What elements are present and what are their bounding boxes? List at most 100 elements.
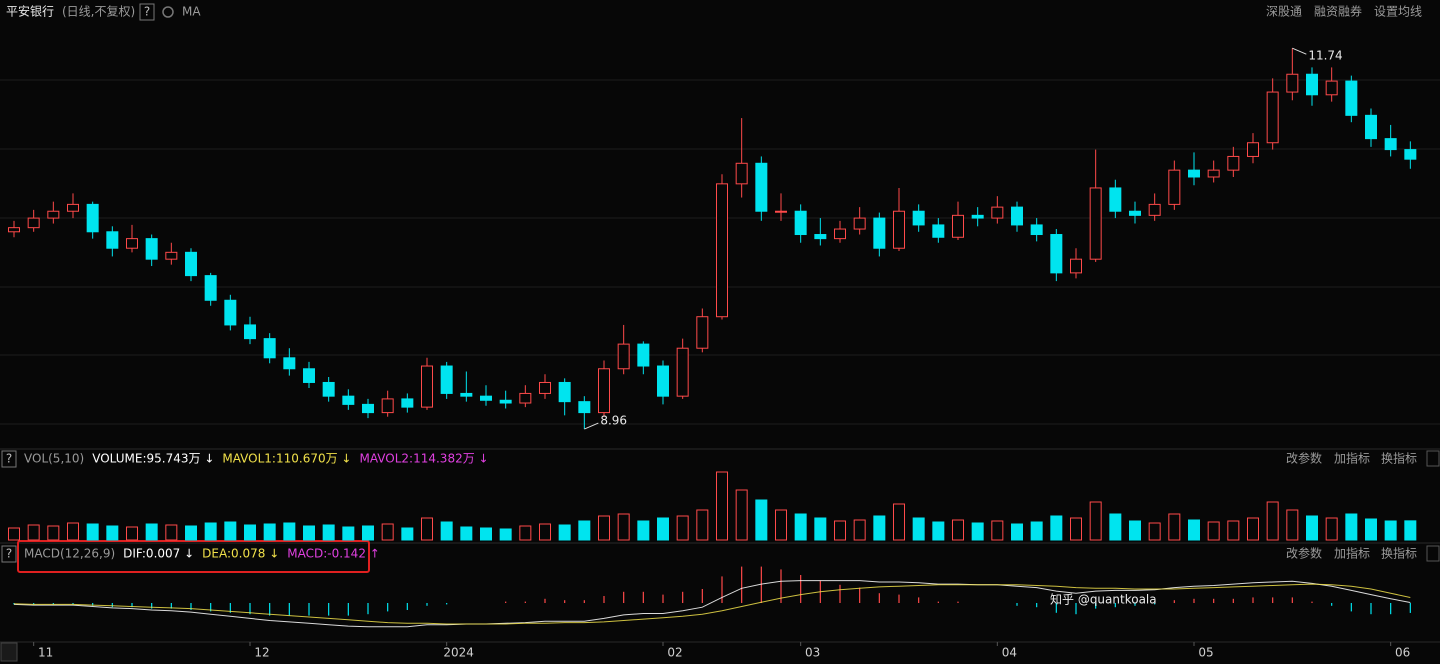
candle-body bbox=[1011, 206, 1023, 226]
annotation: 8.96 bbox=[600, 414, 627, 428]
candle-body bbox=[539, 381, 551, 394]
volume-bar bbox=[1306, 515, 1318, 541]
volume-bar bbox=[401, 527, 414, 541]
close-button[interactable] bbox=[1426, 545, 1440, 562]
candle-body bbox=[1286, 73, 1299, 93]
volume-bar bbox=[578, 520, 591, 541]
volume-bar bbox=[991, 520, 1004, 541]
candle-body bbox=[480, 395, 492, 401]
candle-body bbox=[362, 403, 374, 414]
x-tick-label: 2024 bbox=[443, 646, 474, 660]
volume-bar bbox=[971, 522, 984, 541]
candle-body bbox=[558, 381, 571, 403]
volume-legend: VOL(5,10) VOLUME:95.743万 ↓ MAVOL1:110.670万… bbox=[24, 452, 489, 466]
candle-body bbox=[1345, 80, 1358, 116]
volume-bar bbox=[126, 526, 138, 541]
tool-button[interactable]: 加指标 bbox=[1334, 451, 1370, 466]
candle-body bbox=[224, 299, 237, 326]
header-button[interactable]: 融资融券 bbox=[1314, 4, 1362, 19]
candle-body bbox=[676, 347, 689, 397]
candle-body bbox=[1207, 169, 1220, 178]
candle-body bbox=[263, 338, 276, 359]
candle-body bbox=[1030, 224, 1043, 236]
candle-body bbox=[1384, 138, 1397, 151]
x-tick-label: 06 bbox=[1395, 646, 1410, 660]
legend-entry: MAVOL2:114.382万 ↓ bbox=[359, 452, 488, 466]
candle-body bbox=[991, 206, 1004, 219]
candle-body bbox=[716, 183, 728, 318]
legend-entry: DEA:0.078 ↓ bbox=[202, 547, 279, 561]
candle-body bbox=[126, 238, 138, 249]
candle-body bbox=[1404, 149, 1417, 160]
volume-bar bbox=[1109, 513, 1122, 541]
watermark: 知乎 @quantkoala bbox=[1050, 593, 1157, 607]
indicator-label[interactable]: MA bbox=[182, 5, 201, 19]
candle-body bbox=[1306, 73, 1318, 96]
scroll-left[interactable] bbox=[0, 642, 18, 662]
settings-icon[interactable] bbox=[162, 6, 174, 18]
header-button[interactable]: 设置均线 bbox=[1374, 5, 1422, 19]
volume-bar bbox=[106, 525, 119, 541]
x-tick-label: 04 bbox=[1002, 646, 1017, 660]
stock-name: 平安银行 bbox=[6, 4, 54, 19]
volume-bar bbox=[283, 522, 296, 541]
tool-button[interactable]: 换指标 bbox=[1381, 451, 1417, 466]
volume-bar bbox=[165, 524, 178, 541]
help-button[interactable] bbox=[139, 3, 155, 21]
volume-bar bbox=[460, 526, 473, 541]
x-tick-label: 05 bbox=[1198, 646, 1213, 660]
x-tick-label: 02 bbox=[667, 646, 682, 660]
volume-bar bbox=[440, 521, 453, 541]
candle-body bbox=[893, 210, 905, 249]
volume-bar bbox=[1168, 513, 1181, 541]
tool-button[interactable]: 加指标 bbox=[1334, 546, 1370, 561]
x-tick-label: 12 bbox=[254, 646, 269, 660]
candle-body bbox=[342, 395, 355, 405]
candle-body bbox=[1148, 203, 1161, 216]
volume-bar bbox=[755, 499, 768, 541]
volume-bar bbox=[598, 515, 610, 541]
volume-bar bbox=[244, 524, 256, 541]
candle-body bbox=[381, 398, 394, 414]
volume-bar bbox=[263, 523, 276, 541]
tool-button[interactable]: 改参数 bbox=[1286, 451, 1322, 466]
header-button[interactable]: 深股通 bbox=[1266, 5, 1302, 19]
candle-body bbox=[1070, 258, 1082, 274]
candle-body bbox=[185, 251, 197, 277]
volume-bar bbox=[1188, 519, 1200, 541]
legend-entry: MACD(12,26,9) bbox=[24, 547, 115, 561]
volume-bar bbox=[67, 522, 79, 541]
tool-button[interactable]: 改参数 bbox=[1286, 546, 1322, 561]
close-button[interactable] bbox=[1426, 450, 1440, 467]
volume-bar bbox=[676, 515, 689, 541]
help-label[interactable]: ? bbox=[6, 547, 12, 561]
volume-bar bbox=[303, 525, 315, 541]
volume-bar bbox=[558, 524, 571, 541]
annotation-arrow bbox=[1292, 47, 1307, 55]
volume-bar bbox=[362, 525, 374, 541]
volume-bar bbox=[873, 515, 886, 541]
x-tick-label: 03 bbox=[805, 646, 820, 660]
volume-bar bbox=[617, 513, 630, 541]
candle-body bbox=[912, 210, 925, 226]
candle-body bbox=[322, 381, 335, 397]
candle-body bbox=[1129, 210, 1141, 216]
volume-bar bbox=[1384, 520, 1397, 541]
volume-bar bbox=[1325, 517, 1338, 541]
volume-bar bbox=[952, 519, 964, 541]
volume-bar bbox=[381, 523, 394, 541]
candle-body bbox=[971, 214, 984, 219]
candle-body bbox=[1089, 187, 1102, 260]
tool-button[interactable]: 换指标 bbox=[1381, 546, 1417, 561]
volume-bar bbox=[716, 471, 728, 541]
help-label[interactable]: ? bbox=[6, 452, 12, 466]
help-label[interactable]: ? bbox=[144, 5, 150, 19]
candle-body bbox=[814, 234, 827, 240]
help-button[interactable] bbox=[1, 545, 17, 563]
candle-body bbox=[1227, 155, 1240, 171]
candle-body bbox=[204, 275, 217, 301]
x-tick-label: 11 bbox=[38, 646, 53, 660]
legend-entry: DIF:0.007 ↓ bbox=[123, 547, 194, 561]
help-button[interactable] bbox=[1, 450, 17, 468]
volume-bar bbox=[1129, 520, 1141, 541]
